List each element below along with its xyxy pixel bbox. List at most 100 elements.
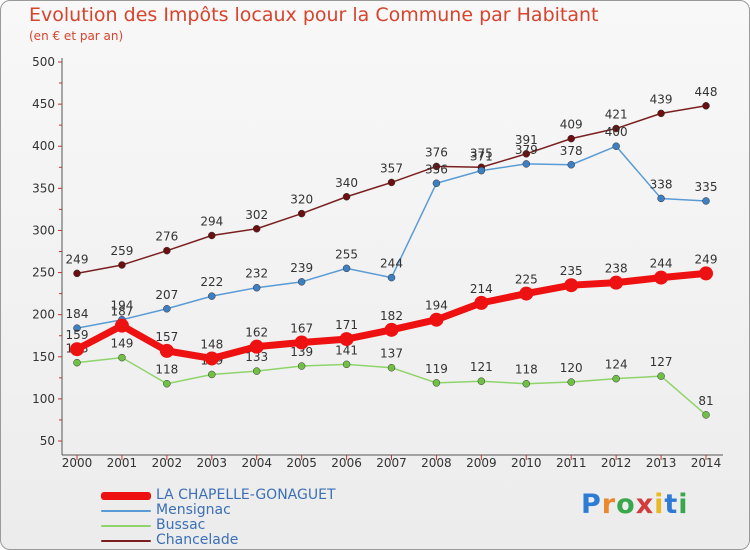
- data-label: 139: [290, 345, 313, 359]
- data-point: [208, 370, 216, 379]
- legend-item-mensignac[interactable]: Mensignac: [101, 502, 421, 518]
- data-point: [432, 179, 441, 188]
- data-label: 162: [245, 326, 268, 340]
- data-label: 207: [155, 288, 178, 302]
- data-label: 379: [515, 143, 538, 157]
- data-label: 187: [110, 305, 133, 319]
- data-point: [657, 372, 665, 380]
- data-label: 259: [110, 244, 133, 258]
- data-point: [432, 379, 441, 387]
- data-point: [342, 264, 351, 273]
- data-label: 235: [560, 264, 583, 278]
- y-tick-label: 300: [32, 223, 55, 237]
- data-point: [252, 367, 261, 375]
- data-point: [657, 194, 665, 203]
- data-point: [657, 109, 665, 118]
- data-point: [609, 275, 624, 290]
- data-point: [477, 166, 486, 175]
- data-point: [387, 273, 396, 282]
- data-point: [252, 283, 261, 292]
- x-tick-label: 2012: [601, 456, 632, 470]
- data-point: [163, 246, 171, 255]
- data-point: [567, 161, 575, 169]
- data-label: 356: [425, 162, 448, 176]
- chart-title: Evolution des Impôts locaux pour la Comm…: [29, 4, 599, 26]
- data-point: [73, 324, 81, 332]
- data-point: [522, 379, 531, 388]
- data-point: [114, 318, 129, 333]
- legend-item-chancelade[interactable]: Chancelade: [101, 532, 421, 548]
- data-label: 378: [560, 144, 583, 158]
- data-label: 421: [605, 108, 628, 122]
- x-tick-label: 2005: [286, 456, 317, 470]
- data-label: 371: [470, 150, 493, 164]
- x-tick-label: 2009: [466, 456, 497, 470]
- x-tick-label: 2011: [556, 456, 587, 470]
- y-tick-label: 450: [32, 97, 55, 111]
- data-point: [612, 142, 620, 150]
- data-point: [699, 266, 713, 281]
- legend-swatch: [101, 510, 151, 512]
- data-point: [567, 134, 575, 143]
- y-tick-label: 200: [32, 308, 55, 322]
- x-tick-label: 2004: [241, 456, 272, 470]
- x-tick-label: 2014: [691, 456, 722, 470]
- data-point: [249, 339, 264, 354]
- data-label: 409: [560, 118, 583, 132]
- x-tick-label: 2000: [62, 456, 93, 470]
- x-tick-label: 2013: [646, 456, 677, 470]
- legend-label: Bussac: [156, 517, 206, 533]
- data-label: 244: [650, 257, 673, 271]
- data-label: 239: [290, 261, 313, 275]
- data-point: [208, 231, 216, 240]
- legend-swatch: [101, 540, 151, 542]
- y-tick-label: 350: [32, 181, 55, 195]
- data-label: 194: [425, 299, 448, 313]
- data-point: [429, 312, 444, 327]
- legend-item-la-chapelle-gonaguet[interactable]: LA CHAPELLE-GONAGUET: [101, 487, 421, 503]
- data-label: 157: [155, 330, 178, 344]
- data-label: 121: [470, 360, 493, 374]
- legend-label: LA CHAPELLE-GONAGUET: [156, 487, 336, 503]
- data-label: 124: [605, 358, 628, 372]
- data-point: [474, 295, 489, 310]
- data-label: 81: [698, 394, 713, 408]
- data-label: 255: [335, 247, 358, 261]
- data-label: 119: [425, 362, 448, 376]
- legend-swatch: [101, 492, 151, 500]
- data-point: [118, 261, 126, 269]
- y-tick-label: 50: [40, 434, 55, 448]
- data-point: [519, 286, 534, 301]
- data-label: 232: [245, 267, 268, 281]
- data-point: [522, 160, 531, 168]
- data-label: 214: [470, 282, 493, 296]
- legend: LA CHAPELLE-GONAGUET Mensignac Bussac Ch…: [101, 487, 421, 548]
- data-label: 225: [515, 273, 538, 287]
- data-point: [702, 197, 710, 205]
- data-label: 448: [695, 85, 718, 99]
- data-label: 238: [605, 262, 628, 276]
- data-point: [297, 362, 306, 370]
- data-label: 148: [200, 337, 223, 351]
- data-point: [567, 378, 575, 386]
- data-point: [297, 209, 306, 218]
- data-label: 340: [335, 176, 358, 190]
- data-label: 335: [695, 180, 718, 194]
- data-point: [70, 342, 84, 357]
- legend-item-bussac[interactable]: Bussac: [101, 517, 421, 533]
- data-label: 149: [110, 337, 133, 351]
- data-point: [342, 193, 351, 201]
- data-point: [118, 353, 126, 362]
- data-point: [252, 225, 261, 233]
- data-label: 137: [380, 347, 403, 361]
- legend-label: Mensignac: [156, 502, 231, 518]
- data-label: 338: [650, 177, 673, 191]
- data-label: 400: [605, 125, 628, 139]
- y-tick-label: 250: [32, 266, 55, 280]
- data-label: 375: [470, 146, 493, 160]
- x-tick-label: 2002: [152, 456, 183, 470]
- data-label: 357: [380, 161, 403, 175]
- y-tick-label: 400: [32, 139, 55, 153]
- data-label: 439: [650, 92, 673, 106]
